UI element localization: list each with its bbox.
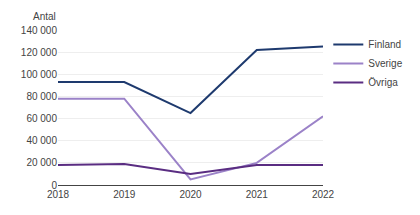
svg-text:Sverige: Sverige xyxy=(368,58,402,69)
svg-text:2022: 2022 xyxy=(312,189,335,200)
svg-text:100 000: 100 000 xyxy=(21,69,58,80)
svg-text:40 000: 40 000 xyxy=(26,135,57,146)
svg-text:0: 0 xyxy=(51,180,57,191)
svg-text:Finland: Finland xyxy=(368,39,401,50)
svg-text:2018: 2018 xyxy=(47,189,70,200)
svg-text:80 000: 80 000 xyxy=(26,91,57,102)
svg-text:2021: 2021 xyxy=(246,189,269,200)
svg-text:Antal: Antal xyxy=(33,11,56,22)
svg-text:2019: 2019 xyxy=(113,189,136,200)
svg-text:140 000: 140 000 xyxy=(21,25,58,36)
svg-text:120 000: 120 000 xyxy=(21,47,58,58)
svg-text:Övriga: Övriga xyxy=(368,77,398,88)
svg-text:2020: 2020 xyxy=(179,189,202,200)
svg-text:60 000: 60 000 xyxy=(26,113,57,124)
svg-text:20 000: 20 000 xyxy=(26,157,57,168)
